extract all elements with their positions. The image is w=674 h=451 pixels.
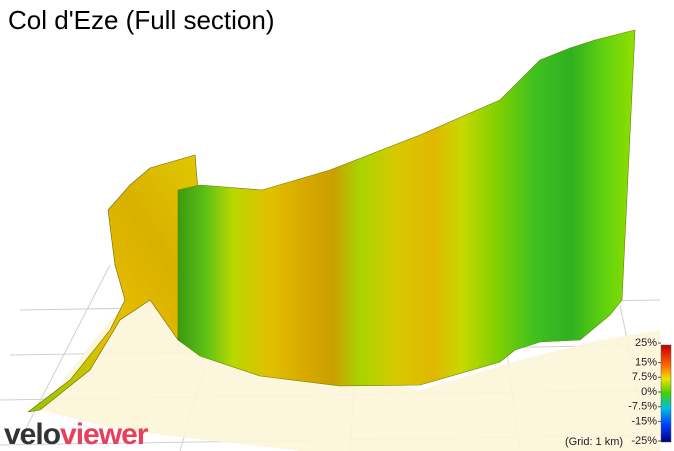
logo: veloviewer	[4, 418, 149, 451]
color-bar	[660, 344, 672, 443]
scale-tick-label: 25%	[635, 337, 657, 349]
scale-tick-label: -15%	[631, 415, 657, 427]
scale-tick-label: 7.5%	[632, 371, 657, 383]
scale-tick-label: -7.5%	[628, 401, 657, 413]
logo-part: velo	[4, 418, 61, 451]
logo-part: viewer	[60, 418, 149, 451]
grid-note: (Grid: 1 km)	[565, 436, 623, 448]
scale-tick-label: -25%	[631, 435, 657, 447]
main-wall	[177, 29, 636, 387]
scale-tick-label: 0%	[641, 386, 657, 398]
scale-tick-label: 15%	[635, 357, 657, 369]
title: Col d'Eze (Full section)	[8, 5, 275, 35]
color-scale-ticks: 25% 15% 7.5% 0% -7.5% -15% -25%	[628, 337, 661, 447]
left-wall	[27, 154, 199, 413]
